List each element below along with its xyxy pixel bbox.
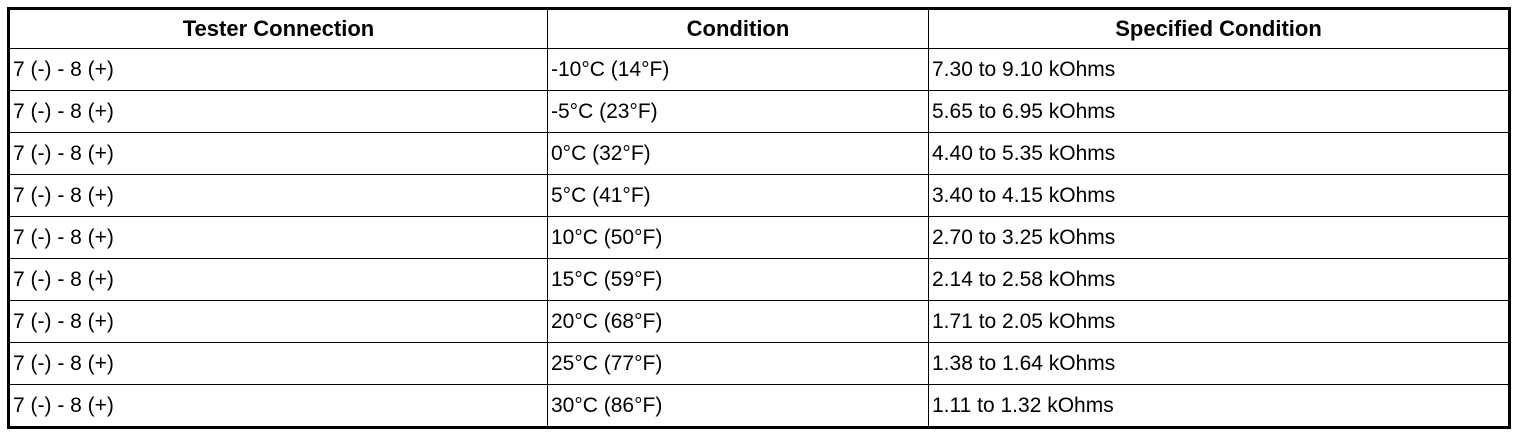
- table-cell: 15°C (59°F): [547, 258, 929, 301]
- table-row: 7 (-) - 8 (+) 10°C (50°F) 2.70 to 3.25 kOh…: [8, 216, 1510, 259]
- header-cell: Condition: [547, 8, 929, 49]
- header-cell: Tester Connection: [8, 8, 548, 49]
- spec-table: Tester Connection Condition Specified Cond…: [7, 7, 1511, 429]
- table-row: 7 (-) - 8 (+) 30°C (86°F) 1.11 to 1.32 kOh…: [8, 384, 1510, 428]
- table-cell: 7.30 to 9.10 kOhms: [928, 48, 1510, 91]
- table-cell: 20°C (68°F): [547, 300, 929, 343]
- table-body: 7 (-) - 8 (+) -10°C (14°F) 7.30 to 9.10 kO…: [8, 48, 1510, 428]
- table-cell: 1.71 to 2.05 kOhms: [928, 300, 1510, 343]
- table-cell: 5.65 to 6.95 kOhms: [928, 90, 1510, 133]
- table-row: 7 (-) - 8 (+) 25°C (77°F) 1.38 to 1.64 kOh…: [8, 342, 1510, 385]
- table-cell: 0°C (32°F): [547, 132, 929, 175]
- table-row: 7 (-) - 8 (+) -5°C (23°F) 5.65 to 6.95 kOh…: [8, 90, 1510, 133]
- table-cell: 7 (-) - 8 (+): [8, 258, 548, 301]
- table-header: Tester Connection Condition Specified Cond…: [8, 8, 1510, 49]
- table-cell: -5°C (23°F): [547, 90, 929, 133]
- table-cell: 4.40 to 5.35 kOhms: [928, 132, 1510, 175]
- table-row: 7 (-) - 8 (+) 0°C (32°F) 4.40 to 5.35 kOhm…: [8, 132, 1510, 175]
- table-cell: 25°C (77°F): [547, 342, 929, 385]
- table-row: 7 (-) - 8 (+) -10°C (14°F) 7.30 to 9.10 kO…: [8, 48, 1510, 91]
- table-cell: 2.70 to 3.25 kOhms: [928, 216, 1510, 259]
- table-cell: 5°C (41°F): [547, 174, 929, 217]
- table-cell: 1.38 to 1.64 kOhms: [928, 342, 1510, 385]
- table-cell: 10°C (50°F): [547, 216, 929, 259]
- table-cell: -10°C (14°F): [547, 48, 929, 91]
- table-cell: 7 (-) - 8 (+): [8, 216, 548, 259]
- table-container: Tester Connection Condition Specified Cond…: [7, 7, 1511, 429]
- table-cell: 7 (-) - 8 (+): [8, 300, 548, 343]
- table-row: 7 (-) - 8 (+) 5°C (41°F) 3.40 to 4.15 kOhm…: [8, 174, 1510, 217]
- table-cell: 30°C (86°F): [547, 384, 929, 428]
- table-cell: 7 (-) - 8 (+): [8, 174, 548, 217]
- table-cell: 7 (-) - 8 (+): [8, 384, 548, 428]
- table-cell: 2.14 to 2.58 kOhms: [928, 258, 1510, 301]
- table-cell: 7 (-) - 8 (+): [8, 342, 548, 385]
- table-cell: 7 (-) - 8 (+): [8, 48, 548, 91]
- table-row: 7 (-) - 8 (+) 20°C (68°F) 1.71 to 2.05 kOh…: [8, 300, 1510, 343]
- table-cell: 1.11 to 1.32 kOhms: [928, 384, 1510, 428]
- table-cell: 7 (-) - 8 (+): [8, 90, 548, 133]
- header-row: Tester Connection Condition Specified Cond…: [8, 8, 1510, 49]
- header-cell: Specified Condition: [928, 8, 1510, 49]
- table-cell: 7 (-) - 8 (+): [8, 132, 548, 175]
- table-row: 7 (-) - 8 (+) 15°C (59°F) 2.14 to 2.58 kOh…: [8, 258, 1510, 301]
- table-cell: 3.40 to 4.15 kOhms: [928, 174, 1510, 217]
